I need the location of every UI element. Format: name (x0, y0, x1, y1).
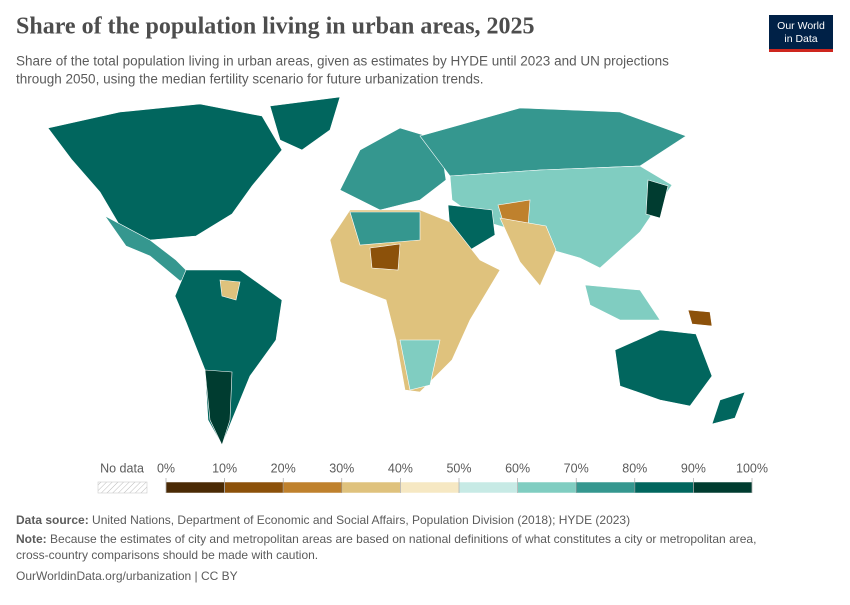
subtitle: Share of the total population living in … (16, 54, 669, 69)
legend-bin (575, 481, 636, 494)
north-america[interactable] (47, 103, 283, 241)
legend-bin (165, 481, 225, 494)
note: Note: Because the estimates of city and … (16, 532, 756, 546)
source-text: United Nations, Department of Economic a… (92, 513, 630, 527)
note-text: cross-country comparisons should be made… (16, 548, 318, 562)
legend-tick-label: 100% (736, 461, 768, 475)
note-label: Note: (16, 532, 47, 546)
source: Data source: United Nations, Department … (16, 513, 630, 527)
legend-tick-label: 60% (505, 461, 530, 475)
legend-bin (634, 481, 694, 494)
logo-text: Our World (777, 20, 825, 32)
australia[interactable] (614, 329, 713, 407)
subtitle: through 2050, using the median fertility… (16, 72, 484, 87)
southeast-asia[interactable] (584, 284, 661, 321)
note-text: Because the estimates of city and metrop… (50, 532, 756, 546)
logo-text: in Data (784, 33, 817, 45)
new-zealand[interactable] (711, 391, 746, 425)
no-data-label: No data (100, 461, 144, 475)
no-data-swatch (97, 481, 148, 494)
russia[interactable] (419, 107, 687, 177)
logo[interactable]: Our World in Data (769, 15, 833, 52)
title: Share of the population living in urban … (16, 14, 535, 40)
north-africa[interactable] (349, 211, 421, 246)
legend-bin (517, 481, 577, 494)
world-map (47, 96, 746, 446)
legend-tick-label: 50% (446, 461, 471, 475)
niger[interactable] (369, 243, 401, 271)
india[interactable] (499, 217, 557, 287)
legend-bin (341, 481, 401, 494)
legend-tick-label: 20% (271, 461, 296, 475)
south-america[interactable] (174, 269, 283, 446)
legend-tick-label: 30% (329, 461, 354, 475)
legend-bin (400, 481, 460, 494)
argentina[interactable] (204, 369, 233, 446)
url[interactable]: OurWorldinData.org/urbanization | CC BY (16, 569, 238, 583)
southern-africa[interactable] (399, 339, 441, 391)
greenland[interactable] (269, 96, 341, 151)
source-label: Data source: (16, 513, 89, 527)
legend-bin (693, 481, 753, 494)
legend-tick-label: 0% (157, 461, 175, 475)
legend-tick-label: 10% (212, 461, 237, 475)
papua-new-guinea[interactable] (687, 309, 713, 327)
logo-box (769, 15, 833, 51)
logo-underline (769, 49, 833, 52)
legend-tick-label: 70% (564, 461, 589, 475)
legend: No data 0% 10% 20% 30% 40% 50% 60% 70% 80% 90% 100… (97, 461, 768, 494)
legend-tick-label: 80% (622, 461, 647, 475)
legend-tick-label: 40% (388, 461, 413, 475)
guyana[interactable] (219, 279, 241, 301)
japan[interactable] (645, 179, 669, 219)
legend-bin (224, 481, 284, 494)
legend-tick-label: 90% (681, 461, 706, 475)
legend-bin (282, 481, 343, 494)
legend-bin (458, 481, 518, 494)
